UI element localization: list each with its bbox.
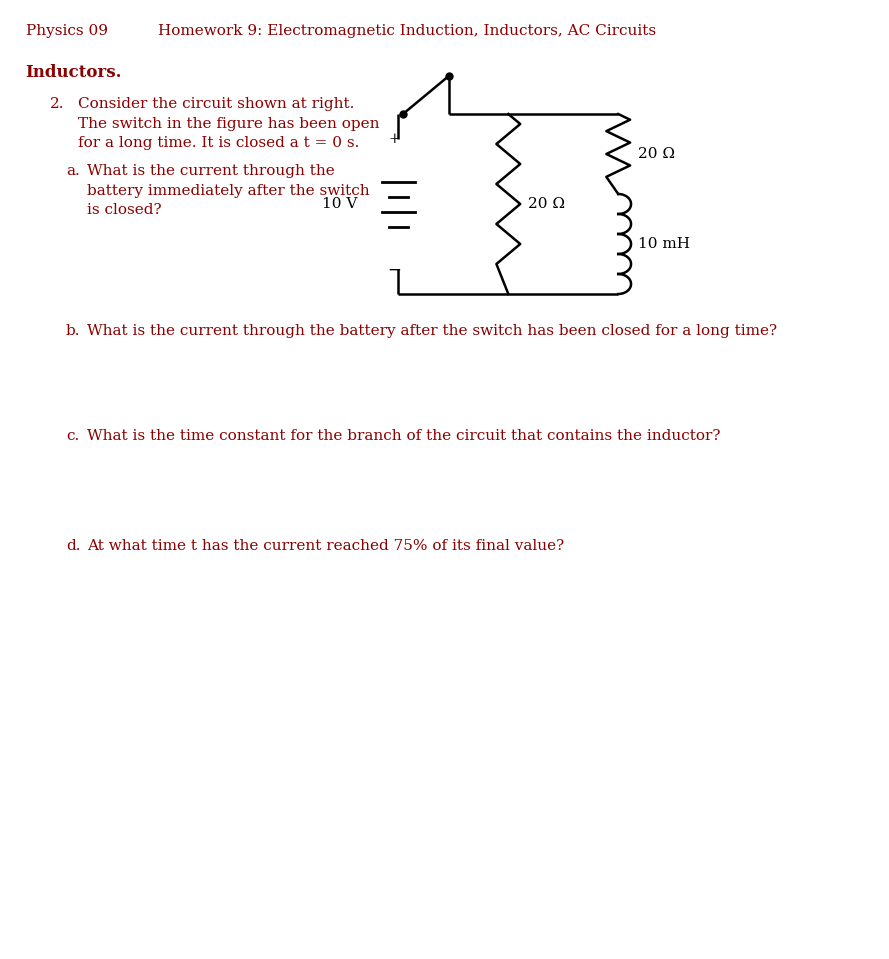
Text: 10 mH: 10 mH xyxy=(638,237,691,251)
Text: Physics 09: Physics 09 xyxy=(26,24,108,38)
Text: At what time t has the current reached 75% of its final value?: At what time t has the current reached 7… xyxy=(87,539,565,553)
Text: 2.: 2. xyxy=(51,97,65,111)
Text: What is the current through the battery after the switch has been closed for a l: What is the current through the battery … xyxy=(87,324,777,338)
Text: 20 Ω: 20 Ω xyxy=(638,147,676,161)
Text: Homework 9: Electromagnetic Induction, Inductors, AC Circuits: Homework 9: Electromagnetic Induction, I… xyxy=(157,24,656,38)
Text: c.: c. xyxy=(66,429,79,443)
Text: a.: a. xyxy=(66,164,80,178)
Text: −: − xyxy=(387,262,401,279)
Text: 20 Ω: 20 Ω xyxy=(528,197,565,211)
Text: b.: b. xyxy=(66,324,80,338)
Text: d.: d. xyxy=(66,539,80,553)
Text: Inductors.: Inductors. xyxy=(26,64,122,81)
Text: What is the current through the
battery immediately after the switch
is closed?: What is the current through the battery … xyxy=(87,164,370,217)
Text: Consider the circuit shown at right.
The switch in the figure has been open
for : Consider the circuit shown at right. The… xyxy=(78,97,380,150)
Text: What is the time constant for the branch of the circuit that contains the induct: What is the time constant for the branch… xyxy=(87,429,720,443)
Text: 10 V: 10 V xyxy=(322,197,357,211)
Text: +: + xyxy=(388,132,400,146)
